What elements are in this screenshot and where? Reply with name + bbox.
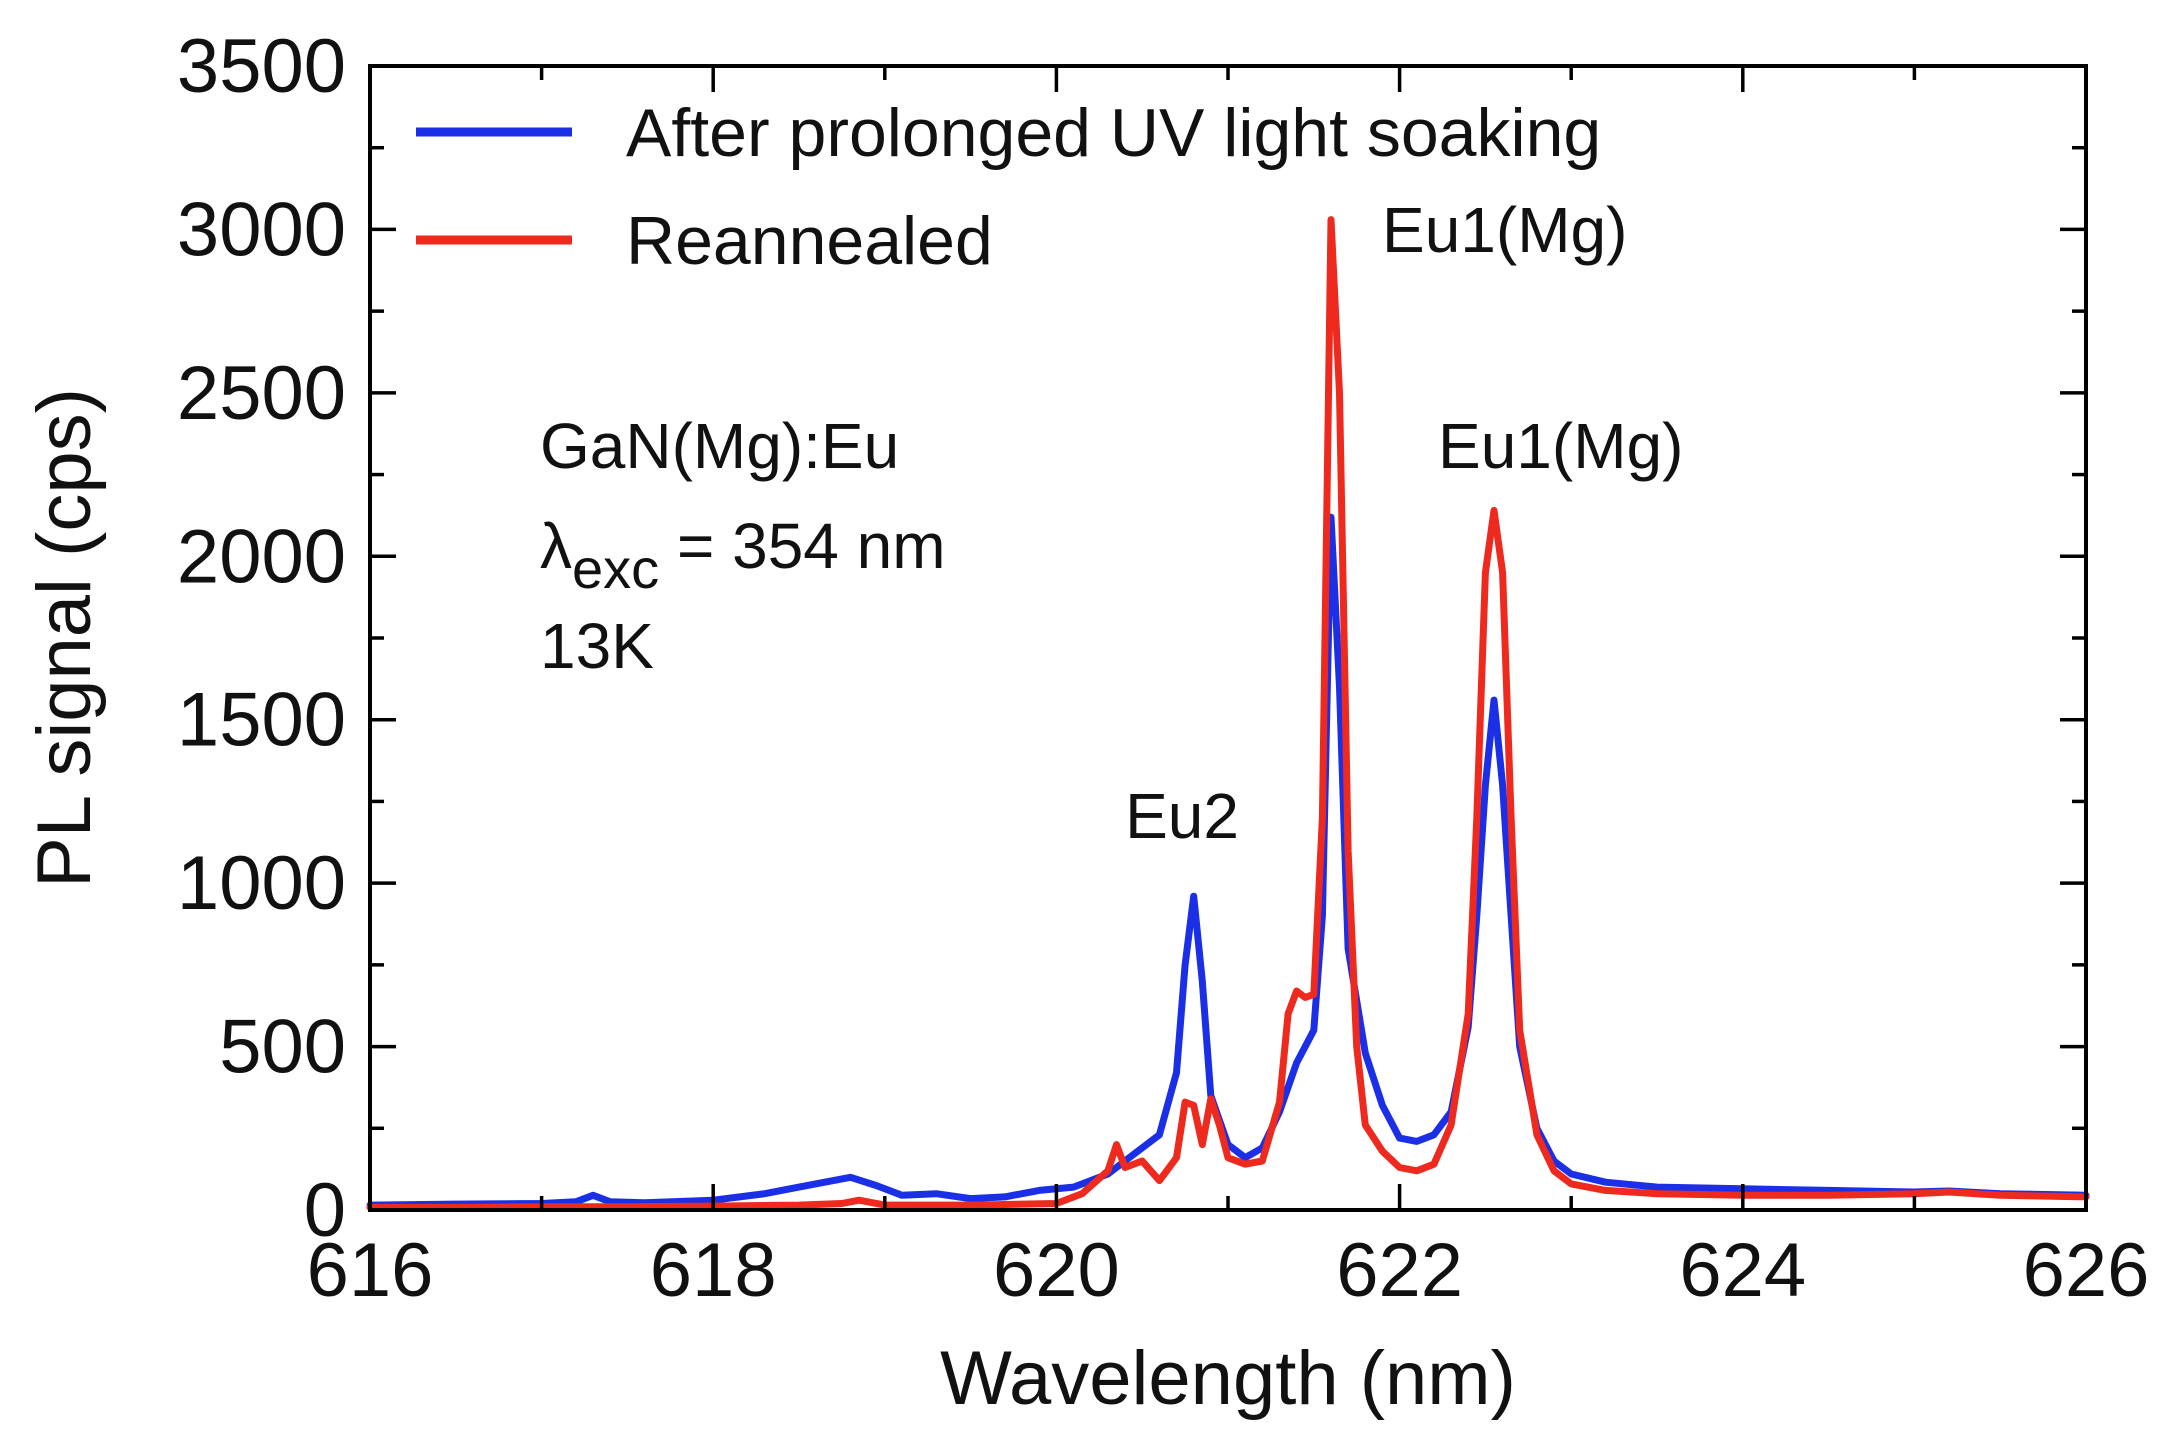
series-layer: [366, 216, 2090, 1211]
tick-layer: 616 618 620 622 624 626 0 500 1000 1500 2000 2500 30…: [177, 24, 2149, 1313]
x-tick-label: 620: [993, 1228, 1120, 1313]
peak-label-eu1-secondary: Eu1(Mg): [1438, 410, 1683, 482]
series-line-reannealed: [366, 216, 2090, 1211]
y-tick-label: 3500: [177, 24, 346, 109]
annotation-temperature: 13K: [540, 610, 654, 682]
x-tick-label: 618: [650, 1228, 777, 1313]
peak-label-eu2: Eu2: [1125, 780, 1239, 852]
plot-frame: [368, 64, 2088, 1212]
y-tick-label: 2000: [177, 514, 346, 599]
x-tick-label: 622: [1336, 1228, 1463, 1313]
y-tick-label: 500: [219, 1005, 346, 1090]
y-tick-label: 3000: [177, 187, 346, 272]
lambda-value: = 354 nm: [659, 510, 945, 582]
annotation-excitation: λexc = 354 nm: [540, 510, 946, 600]
y-tick-label: 1000: [177, 841, 346, 926]
legend-label-uv-soaking: After prolonged UV light soaking: [626, 95, 1601, 171]
y-tick-label: 0: [304, 1168, 346, 1253]
lambda-symbol: λ: [540, 510, 572, 582]
x-tick-label: 626: [2023, 1228, 2150, 1313]
y-tick-label: 1500: [177, 678, 346, 763]
annotation-sample: GaN(Mg):Eu: [540, 410, 899, 482]
peak-label-eu1-main: Eu1(Mg): [1382, 194, 1627, 266]
lambda-subscript: exc: [572, 537, 659, 600]
legend-label-reannealed: Reannealed: [626, 203, 993, 279]
x-axis-title: Wavelength (nm): [940, 1336, 1516, 1421]
y-tick-label: 2500: [177, 351, 346, 436]
y-axis-title: PL signal (cps): [22, 388, 107, 888]
legend: After prolonged UV light soaking Reannea…: [416, 95, 1601, 279]
x-tick-label: 616: [307, 1228, 434, 1313]
x-tick-label: 624: [1679, 1228, 1806, 1313]
